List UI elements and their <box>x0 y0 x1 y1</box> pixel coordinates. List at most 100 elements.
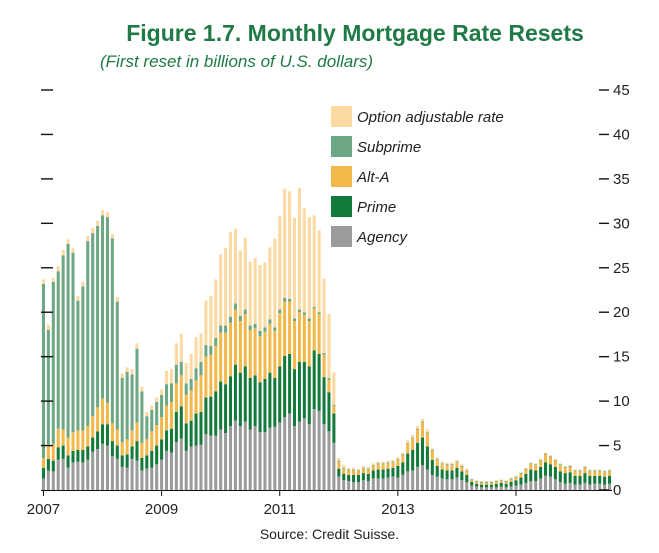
bar-subprime-2009-01 <box>160 394 164 418</box>
bar-option_arm-2015-01 <box>514 475 518 477</box>
bar-subprime-2010-09 <box>258 330 262 337</box>
bar-alt_a-2015-12 <box>568 466 572 473</box>
bar-prime-2012-05 <box>356 474 361 482</box>
bar-subprime-2015-03 <box>524 468 528 470</box>
bar-prime-2007-01 <box>41 467 45 479</box>
bar-prime-2013-06 <box>420 437 425 466</box>
bar-alt_a-2010-01 <box>219 332 223 382</box>
bar-prime-2012-04 <box>352 474 356 482</box>
bar-option_arm-2008-07 <box>130 369 134 375</box>
bar-prime-2011-04 <box>292 369 297 426</box>
bar-alt_a-2014-03 <box>465 471 469 475</box>
bar-prime-2012-10 <box>381 469 385 479</box>
bar-agency-2010-08 <box>253 426 257 490</box>
bar-option_arm-2015-05 <box>534 463 538 465</box>
ytick-label-20: 20 <box>613 304 630 321</box>
bar-subprime-2014-12 <box>509 478 513 480</box>
bar-alt_a-2012-11 <box>386 463 390 469</box>
bar-alt_a-2009-02 <box>165 405 169 431</box>
bar-subprime-2011-02 <box>283 298 287 302</box>
bar-subprime-2013-09 <box>435 458 439 460</box>
bar-prime-2013-08 <box>430 459 434 475</box>
bar-alt_a-2008-05 <box>120 442 124 456</box>
bar-option_arm-2014-06 <box>480 481 484 482</box>
bar-agency-2012-04 <box>352 482 356 490</box>
bar-option_arm-2007-11 <box>91 227 95 234</box>
bar-option_arm-2013-10 <box>440 461 444 464</box>
bar-agency-2014-01 <box>455 477 459 490</box>
bar-agency-2015-10 <box>558 482 562 490</box>
bar-subprime-2013-12 <box>450 464 454 466</box>
legend-swatch-prime <box>331 196 352 217</box>
bar-prime-2016-05 <box>593 475 597 484</box>
bar-option_arm-2007-09 <box>81 282 85 287</box>
bar-option_arm-2011-09 <box>317 230 321 313</box>
bar-agency-2015-04 <box>529 481 533 490</box>
bar-agency-2015-02 <box>519 484 523 490</box>
bar-option_arm-2009-09 <box>199 333 203 362</box>
bar-subprime-2008-10 <box>145 416 149 440</box>
bar-alt_a-2012-08 <box>371 466 375 471</box>
bar-subprime-2010-11 <box>268 319 272 324</box>
bar-prime-2008-02 <box>105 424 109 446</box>
bars-layer <box>41 187 612 490</box>
bar-subprime-2015-09 <box>553 459 557 461</box>
bar-option_arm-2012-06 <box>361 466 365 468</box>
ytick-label-10: 10 <box>613 393 630 410</box>
bar-subprime-2007-11 <box>91 233 95 417</box>
bar-agency-2009-08 <box>194 445 198 490</box>
bar-alt_a-2008-03 <box>110 423 114 442</box>
bar-prime-2015-07 <box>544 462 548 476</box>
bar-subprime-2009-09 <box>199 362 203 376</box>
bar-option_arm-2008-06 <box>125 367 129 372</box>
bar-prime-2008-08 <box>135 441 139 461</box>
bar-subprime-2015-02 <box>519 473 523 474</box>
bar-prime-2014-07 <box>484 484 488 488</box>
bar-agency-2010-01 <box>219 429 223 490</box>
bar-subprime-2013-04 <box>411 437 415 439</box>
bar-option_arm-2008-12 <box>155 397 159 402</box>
bar-subprime-2008-04 <box>115 301 119 430</box>
bar-agency-2011-08 <box>312 409 316 490</box>
bar-prime-2011-05 <box>297 362 301 422</box>
bar-subprime-2012-07 <box>366 468 370 470</box>
bar-prime-2010-03 <box>228 376 233 426</box>
bar-option_arm-2007-05 <box>61 250 65 256</box>
bar-alt_a-2016-03 <box>583 467 587 474</box>
bar-option_arm-2015-02 <box>519 472 523 474</box>
bar-option_arm-2013-06 <box>420 418 425 422</box>
bar-prime-2008-03 <box>110 441 114 457</box>
bar-option_arm-2011-02 <box>283 188 287 298</box>
bar-option_arm-2009-03 <box>169 369 173 384</box>
bar-prime-2009-10 <box>204 397 208 434</box>
bar-option_arm-2013-12 <box>450 462 454 465</box>
bar-prime-2009-06 <box>184 423 188 451</box>
bar-prime-2010-01 <box>219 381 223 430</box>
bar-agency-2011-10 <box>322 424 326 490</box>
bar-agency-2015-08 <box>548 476 552 490</box>
bar-agency-2010-05 <box>238 426 242 490</box>
bar-subprime-2016-08 <box>608 470 612 472</box>
bar-subprime-2015-05 <box>534 464 538 466</box>
bar-subprime-2012-11 <box>386 462 390 464</box>
legend-label-subprime: Subprime <box>357 139 421 156</box>
bar-option_arm-2007-01 <box>41 279 45 284</box>
bar-agency-2016-07 <box>603 484 607 490</box>
bar-subprime-2010-05 <box>238 315 242 322</box>
bar-alt_a-2009-12 <box>214 346 218 392</box>
bar-alt_a-2013-08 <box>430 450 434 460</box>
bar-option_arm-2010-12 <box>273 238 277 328</box>
bar-alt_a-2007-11 <box>91 416 95 438</box>
bar-prime-2011-02 <box>283 355 287 418</box>
bar-alt_a-2013-04 <box>411 438 415 450</box>
bar-subprime-2007-08 <box>76 300 80 431</box>
bar-agency-2008-09 <box>140 470 144 490</box>
bar-prime-2007-06 <box>66 455 70 468</box>
bar-prime-2010-11 <box>268 372 272 428</box>
bar-agency-2013-03 <box>406 471 410 490</box>
bar-alt_a-2013-07 <box>425 433 429 447</box>
ytick-label-0: 0 <box>613 482 621 499</box>
bar-subprime-2015-07 <box>544 453 548 455</box>
bar-prime-2014-11 <box>504 483 508 488</box>
bar-option_arm-2007-02 <box>46 324 50 330</box>
